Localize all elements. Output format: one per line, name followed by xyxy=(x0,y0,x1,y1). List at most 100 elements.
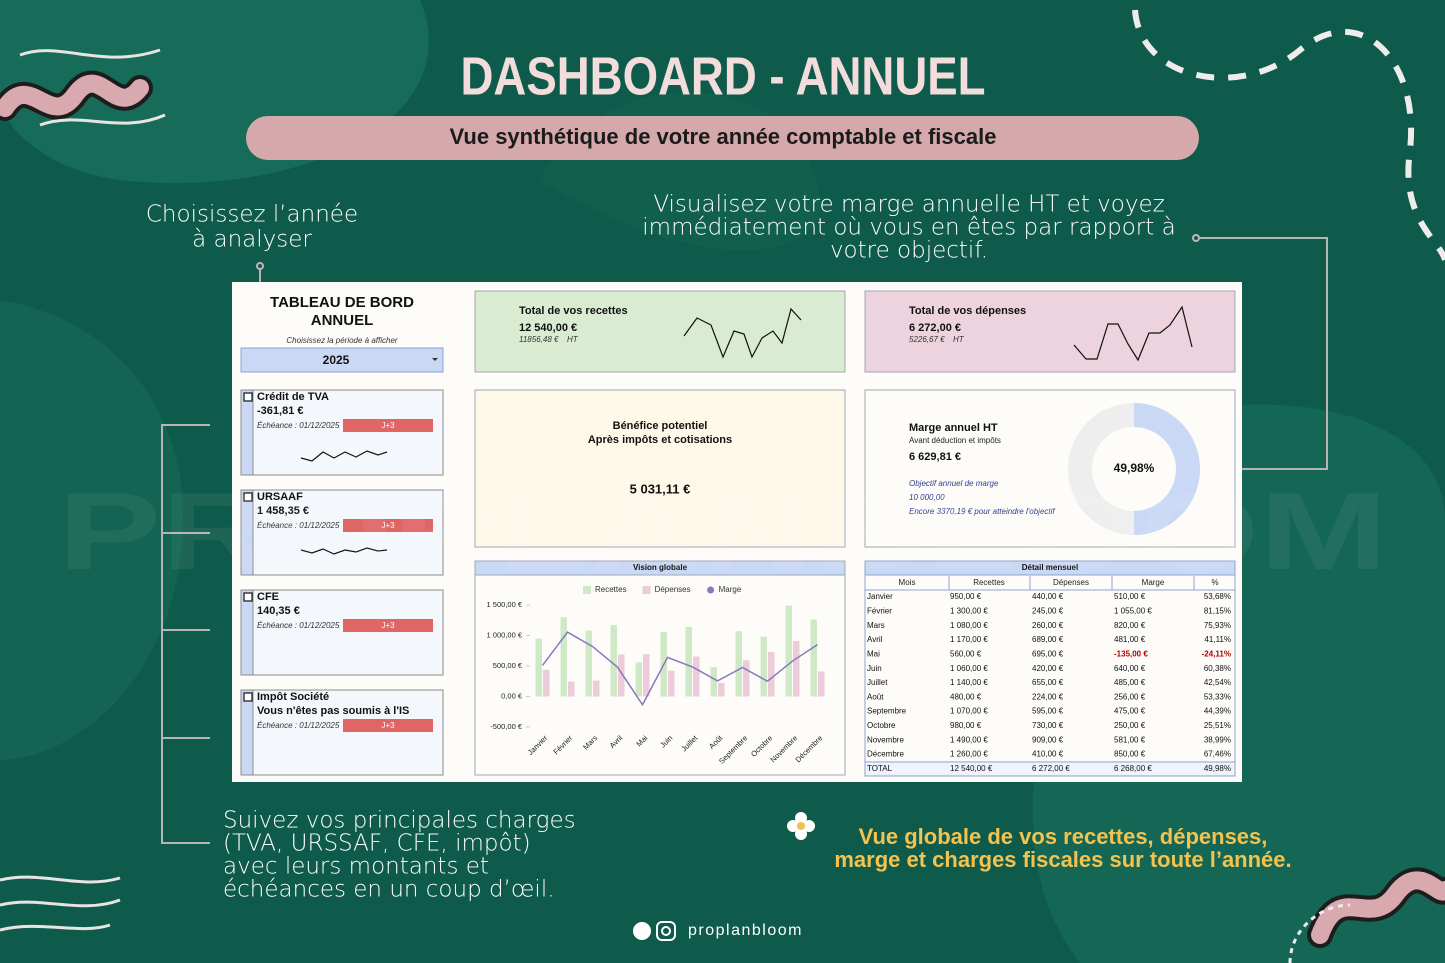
table-cell: 581,00 € xyxy=(1114,735,1146,744)
card-label: Total de vos recettes xyxy=(519,305,628,317)
y-tick-label: -500,00 € xyxy=(490,722,523,731)
bar xyxy=(793,641,800,697)
bar xyxy=(693,656,700,697)
legend-swatch xyxy=(583,586,591,594)
annotation: avec leurs montants et xyxy=(223,854,489,880)
bar xyxy=(560,617,567,697)
year-dropdown[interactable] xyxy=(240,347,444,373)
charge-amount: -361,81 € xyxy=(257,405,303,417)
annotation: votre objectif. xyxy=(830,238,988,264)
charge-due: Échéance : 01/12/2025 xyxy=(257,721,340,730)
table-cell: 1 055,00 € xyxy=(1114,606,1152,615)
table-cell: 481,00 € xyxy=(1114,635,1146,644)
annotation: à analyser xyxy=(192,227,312,253)
table-cell: 245,00 € xyxy=(1032,606,1064,615)
table-cell: Juillet xyxy=(867,678,888,687)
table-title: Détail mensuel xyxy=(1022,563,1078,572)
table-column-header: Recettes xyxy=(973,578,1005,587)
table-cell: Août xyxy=(867,692,884,701)
card-ht: 11856,48 € xyxy=(519,335,559,344)
bar xyxy=(735,631,742,697)
subtitle: Vue synthétique de votre année comptable… xyxy=(450,124,997,149)
table-cell: 695,00 € xyxy=(1032,649,1064,658)
card-ht-unit: HT xyxy=(953,335,965,344)
legend-label: Marge xyxy=(719,585,742,594)
table-cell: Mars xyxy=(867,621,885,630)
annotation-highlight: marge et charges fiscales sur toute l’an… xyxy=(834,847,1291,872)
bar xyxy=(743,660,750,697)
charge-amount: 140,35 € xyxy=(257,605,300,617)
table-cell: 1 300,00 € xyxy=(950,606,988,615)
table-cell: TOTAL xyxy=(867,764,893,773)
instagram-icon xyxy=(656,921,676,941)
dashboard-title: TABLEAU DE BORD xyxy=(270,294,414,311)
instagram-icon xyxy=(661,926,671,936)
charge-strip xyxy=(240,489,254,576)
legend-swatch xyxy=(642,586,651,594)
charge-amount: 1 458,35 € xyxy=(257,505,309,517)
bar xyxy=(543,669,550,697)
sparkline xyxy=(300,547,388,555)
charge-name: URSAAF xyxy=(257,491,303,503)
connector xyxy=(1198,237,1328,470)
bar xyxy=(535,638,542,697)
scribble xyxy=(19,48,166,127)
table-cell: 60,38% xyxy=(1204,664,1231,673)
objective-value: 10 000,00 xyxy=(909,493,945,502)
table-cell: 560,00 € xyxy=(950,649,982,658)
bar xyxy=(585,630,592,697)
charge-due: Échéance : 01/12/2025 xyxy=(257,421,340,430)
table-cell: 1 140,00 € xyxy=(950,678,988,687)
connector-dot xyxy=(1192,234,1200,242)
y-tick-label: 1 500,00 € xyxy=(487,600,523,609)
checkbox xyxy=(243,492,253,502)
title: DASHBOARD - ANNUEL xyxy=(461,46,986,106)
charge-card xyxy=(240,589,444,676)
objective-remaining: Encore 3370,19 € pour atteindre l'object… xyxy=(909,507,1055,516)
table-cell: 440,00 € xyxy=(1032,592,1064,601)
table-cell: -24,11% xyxy=(1202,649,1231,658)
charge-status: J+3 xyxy=(381,521,395,530)
charge-name: Impôt Société xyxy=(257,691,329,703)
dashboard-title: ANNUEL xyxy=(311,312,374,329)
card-sublabel: Avant déduction et impôts xyxy=(909,436,1001,445)
table-cell: -135,00 € xyxy=(1114,649,1148,658)
charge-card xyxy=(240,389,444,476)
table-cell: 41,11% xyxy=(1204,635,1231,644)
table-cell: 1 260,00 € xyxy=(950,750,988,759)
donut-label: 49,98% xyxy=(1114,461,1155,475)
objective-label: Objectif annuel de marge xyxy=(909,479,999,488)
table-cell: Novembre xyxy=(867,735,904,744)
legend-label: Dépenses xyxy=(655,585,691,594)
table-cell: 81,15% xyxy=(1204,606,1231,615)
card-ht: 5226,67 € xyxy=(909,335,945,344)
table-cell: 6 268,00 € xyxy=(1114,764,1152,773)
table-cell: Octobre xyxy=(867,721,896,730)
table-cell: 53,33% xyxy=(1204,692,1231,701)
table-cell: 12 540,00 € xyxy=(950,764,993,773)
table-cell: 53,68% xyxy=(1204,592,1231,601)
table-cell: 595,00 € xyxy=(1032,707,1064,716)
bar xyxy=(593,680,600,697)
donut-slice xyxy=(1134,403,1200,535)
checkbox xyxy=(243,392,253,402)
table-cell: 1 070,00 € xyxy=(950,707,988,716)
recettes-card xyxy=(474,290,846,373)
chart-title: Vision globale xyxy=(633,563,688,572)
table-cell: 1 170,00 € xyxy=(950,635,988,644)
bar xyxy=(718,682,725,697)
bar xyxy=(818,671,825,697)
annotation: échéances en un coup d’œil. xyxy=(223,877,555,903)
connector xyxy=(161,424,210,844)
charge-status: J+3 xyxy=(381,621,395,630)
y-tick-label: 1 000,00 € xyxy=(487,630,523,639)
table-column-header: Dépenses xyxy=(1053,578,1089,587)
table-cell: 485,00 € xyxy=(1114,678,1146,687)
card-label: Total de vos dépenses xyxy=(909,305,1026,317)
annotation: Suivez vos principales charges xyxy=(223,808,576,834)
flower xyxy=(787,812,815,840)
table-cell: 950,00 € xyxy=(950,592,982,601)
table-cell: 510,00 € xyxy=(1114,592,1146,601)
connector-dot xyxy=(256,262,264,270)
table-cell: Avril xyxy=(867,635,883,644)
